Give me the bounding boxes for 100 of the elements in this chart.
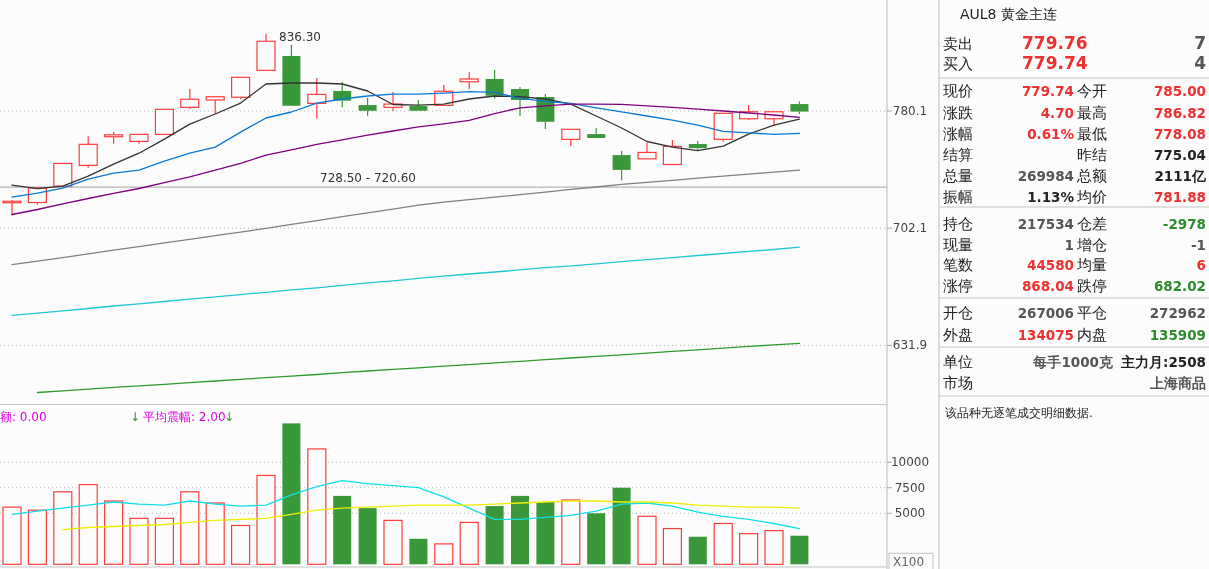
bar (2, 506, 22, 565)
text: 781.88 (1153, 189, 1206, 205)
bar (739, 533, 759, 565)
y-tick-label: 631.9 (892, 338, 928, 353)
text: 267006 (1017, 305, 1074, 321)
text: 卖出 (943, 35, 973, 53)
text: 1 (1064, 237, 1074, 253)
text: 272962 (1149, 305, 1206, 321)
line-series (36, 342, 801, 394)
text: 6 (1196, 257, 1206, 273)
bar (205, 502, 225, 565)
text: 市场 (943, 374, 973, 392)
bar (180, 491, 200, 565)
bar (434, 543, 454, 565)
bar (409, 538, 428, 565)
bar (536, 502, 555, 565)
text: 振幅 (943, 188, 973, 206)
line-series (62, 500, 801, 531)
bar (383, 519, 403, 565)
text: 785.00 (1153, 83, 1206, 99)
text: 2111亿 (1154, 168, 1207, 184)
y-tick-label: 7500 (894, 480, 926, 495)
y-tick-label: 10000 (890, 455, 930, 470)
text: 总额 (1076, 167, 1107, 185)
text: 增仓 (1076, 236, 1107, 254)
text: 每手1000克 (1032, 354, 1113, 370)
bar (358, 508, 377, 565)
text: 昨结 (1077, 146, 1107, 164)
text: -2978 (1162, 216, 1206, 232)
bar (459, 521, 479, 565)
candlestick (256, 33, 276, 71)
bar (78, 484, 98, 565)
text: 涨跌 (943, 104, 973, 122)
bar (485, 506, 504, 565)
candlestick (637, 142, 657, 160)
annotation: 836.30 (279, 29, 321, 44)
text: 买入 (943, 55, 973, 73)
bar (561, 499, 581, 565)
text: 单位 (943, 353, 973, 371)
text: 868.04 (1021, 278, 1074, 294)
text: 269984 (1017, 168, 1074, 184)
bar (154, 517, 174, 565)
bar (713, 522, 733, 565)
text: 7 (1194, 33, 1206, 53)
bar (129, 517, 149, 565)
text: 786.82 (1153, 105, 1206, 121)
bar (637, 515, 657, 565)
bar (764, 530, 784, 565)
text: 均量 (1076, 256, 1107, 274)
text: 778.08 (1153, 126, 1206, 142)
bar (688, 536, 707, 565)
bar (612, 487, 631, 565)
text: 44580 (1027, 257, 1074, 273)
text: 779.76 (1022, 33, 1088, 53)
text: 779.74 (1022, 53, 1088, 73)
text: 1.13% (1027, 189, 1075, 205)
text: 结算 (943, 146, 973, 164)
annotation: ↓ (130, 410, 141, 424)
candlestick (129, 133, 149, 145)
bar (307, 448, 327, 565)
bar (790, 535, 809, 565)
bar (231, 524, 251, 565)
line-series (11, 169, 801, 266)
bar (256, 474, 276, 565)
bar (587, 513, 606, 565)
text: 0.61% (1027, 126, 1075, 142)
text: 总量 (942, 167, 973, 185)
bar (662, 527, 682, 565)
bar (53, 491, 73, 565)
text: 682.02 (1153, 278, 1206, 294)
text: 外盘 (943, 326, 973, 344)
bar (282, 423, 301, 565)
line-series (11, 103, 801, 216)
text: 主力月:2508 (1120, 354, 1206, 370)
candlestick (53, 162, 73, 187)
line-series (11, 246, 801, 316)
text: 仓差 (1077, 215, 1107, 233)
text: 笔数 (943, 256, 973, 274)
candlestick (154, 108, 174, 135)
y-tick-label: 780.1 (892, 104, 928, 119)
text: 涨幅 (943, 125, 973, 143)
line-series (11, 479, 801, 530)
bar (511, 495, 529, 565)
text: 均价 (1076, 188, 1107, 206)
text: 现价 (943, 82, 973, 100)
y-axis-title: X100 (893, 555, 925, 569)
text: 开仓 (943, 304, 973, 322)
text: 上海商品 (1149, 375, 1206, 391)
text: 持仓 (943, 215, 973, 233)
text: 135909 (1149, 327, 1206, 343)
y-tick-label: 5000 (894, 506, 926, 521)
annotation: ↓ (224, 410, 235, 424)
text: 现量 (943, 236, 973, 254)
text: 该品种无逐笔成交明细数据. (945, 406, 1093, 420)
text: 4.70 (1040, 105, 1074, 121)
text: 最高 (1077, 104, 1107, 122)
text: 134075 (1017, 327, 1074, 343)
text: 775.04 (1153, 147, 1206, 163)
text: 平仓 (1077, 304, 1107, 322)
text: 217534 (1017, 216, 1074, 232)
